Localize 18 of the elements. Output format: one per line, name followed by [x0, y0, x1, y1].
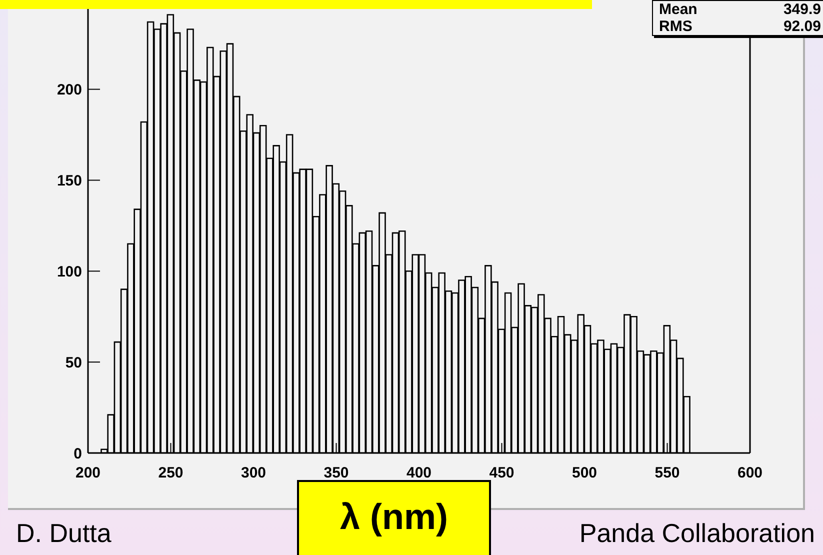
- text: RMS 92.09: [659, 18, 821, 35]
- x-tick-label: 400: [406, 464, 432, 482]
- text: Mean 349.9: [659, 1, 821, 18]
- y-tick-label: 150: [56, 172, 82, 190]
- x-tick-label: 350: [324, 464, 349, 482]
- x-tick-label: 550: [654, 464, 680, 482]
- text: Panda Collaboration: [579, 518, 815, 549]
- x-axis-title: λ (nm): [297, 480, 491, 555]
- y-tick-label: 0: [74, 445, 82, 462]
- x-tick-label: 600: [737, 464, 763, 482]
- y-tick-label: 200: [56, 82, 82, 99]
- x-tick-label: 300: [240, 464, 266, 482]
- y-tick-label: 50: [65, 354, 82, 372]
- text: D. Dutta: [16, 518, 112, 549]
- y-tick-label: 100: [56, 263, 82, 280]
- x-tick-label: 500: [572, 464, 598, 482]
- x-tick-label: 250: [158, 464, 184, 482]
- x-tick-label: 450: [489, 464, 514, 482]
